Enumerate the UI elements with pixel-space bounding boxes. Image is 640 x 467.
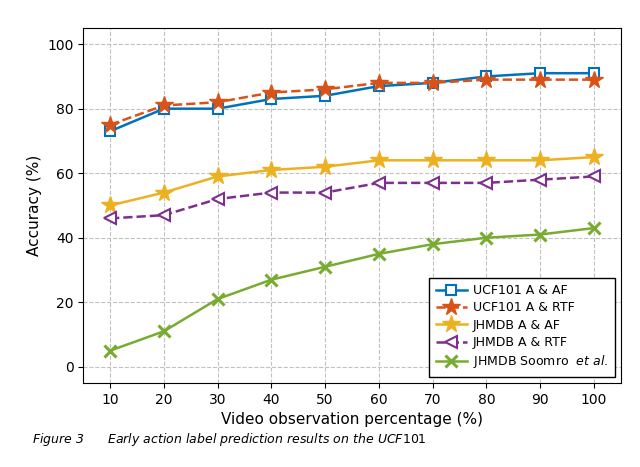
Legend: UCF101 A & AF, UCF101 A & RTF, JHMDB A & AF, JHMDB A & RTF, JHMDB Soomro  $\it{e: UCF101 A & AF, UCF101 A & RTF, JHMDB A &… (429, 278, 614, 377)
X-axis label: Video observation percentage (%): Video observation percentage (%) (221, 412, 483, 427)
Y-axis label: Accuracy (%): Accuracy (%) (26, 155, 42, 256)
Text: Figure 3      $\it{Early\ action\ label\ prediction\ results\ on\ the\ UCF101}$: Figure 3 $\it{Early\ action\ label\ pred… (32, 432, 427, 448)
